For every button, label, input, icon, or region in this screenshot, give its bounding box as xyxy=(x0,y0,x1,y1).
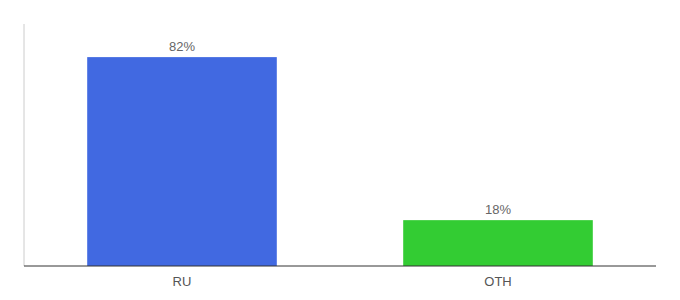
x-axis-line xyxy=(24,266,656,267)
plot-area xyxy=(87,57,593,266)
chart-svg: RU OTH 82% 18% xyxy=(0,0,680,300)
chart-container: RU OTH 82% 18% xyxy=(0,0,680,300)
bar xyxy=(87,57,277,266)
bar xyxy=(403,220,593,266)
x-tick-label: RU xyxy=(173,274,192,289)
data-label: 82% xyxy=(169,39,195,54)
data-label: 18% xyxy=(485,202,511,217)
x-tick-label: OTH xyxy=(484,274,511,289)
y-axis-line xyxy=(24,24,25,266)
